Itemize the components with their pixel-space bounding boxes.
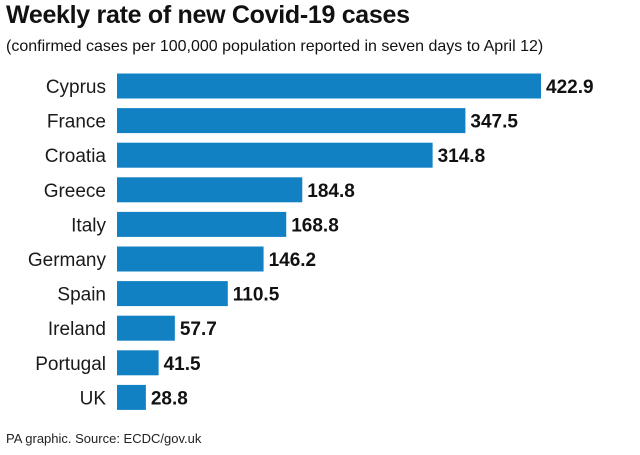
bar-greece bbox=[117, 177, 303, 203]
value-label-italy: 168.8 bbox=[291, 215, 339, 236]
category-label-uk: UK bbox=[80, 388, 107, 409]
category-label-france: France bbox=[47, 112, 106, 133]
bar-croatia bbox=[117, 142, 433, 168]
value-label-uk: 28.8 bbox=[151, 388, 188, 409]
bar-ireland bbox=[117, 315, 175, 341]
bar-cyprus bbox=[117, 73, 541, 99]
value-label-greece: 184.8 bbox=[307, 181, 355, 202]
category-label-spain: Spain bbox=[57, 285, 106, 306]
value-label-france: 347.5 bbox=[470, 112, 518, 133]
bar-uk bbox=[117, 384, 146, 410]
bar-spain bbox=[117, 281, 228, 307]
category-label-croatia: Croatia bbox=[45, 146, 107, 167]
chart-title: Weekly rate of new Covid-19 cases bbox=[6, 1, 410, 29]
source-credit: PA graphic. Source: ECDC/gov.uk bbox=[6, 431, 202, 446]
value-label-portugal: 41.5 bbox=[164, 354, 201, 375]
value-label-ireland: 57.7 bbox=[180, 319, 217, 340]
value-label-spain: 110.5 bbox=[233, 285, 280, 306]
category-label-germany: Germany bbox=[28, 250, 107, 271]
category-label-ireland: Ireland bbox=[48, 319, 106, 340]
value-label-germany: 146.2 bbox=[269, 250, 317, 271]
bar-portugal bbox=[117, 350, 159, 376]
value-label-croatia: 314.8 bbox=[438, 146, 486, 167]
bar-france bbox=[117, 108, 466, 134]
category-label-greece: Greece bbox=[44, 181, 106, 202]
category-label-italy: Italy bbox=[71, 215, 106, 236]
chart-subtitle: (confirmed cases per 100,000 population … bbox=[6, 38, 544, 55]
category-label-portugal: Portugal bbox=[35, 354, 106, 375]
value-label-cyprus: 422.9 bbox=[546, 77, 594, 98]
category-label-cyprus: Cyprus bbox=[46, 77, 106, 98]
bar-italy bbox=[117, 211, 287, 237]
bar-germany bbox=[117, 246, 264, 272]
